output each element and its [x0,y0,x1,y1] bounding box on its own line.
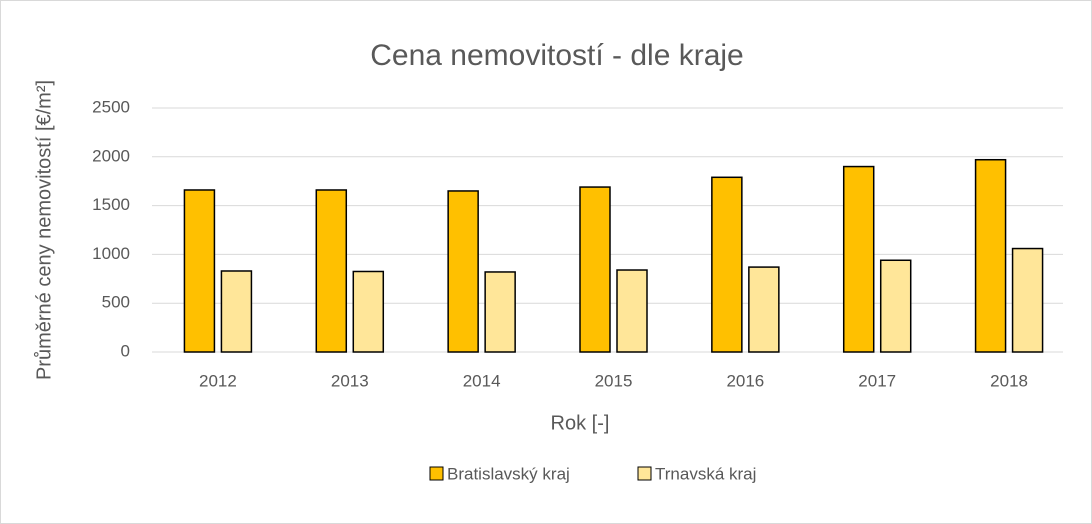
x-tick-label: 2014 [463,371,501,390]
x-tick-label: 2016 [726,371,764,390]
bar [484,271,516,353]
bar [352,270,385,353]
y-tick-label: 1500 [92,195,130,214]
y-tick-label: 2500 [92,97,130,116]
x-tick-label: 2013 [331,371,369,390]
x-tick-label: 2015 [595,371,633,390]
bar [616,269,648,353]
bar [974,158,1007,353]
legend-swatch [429,466,444,481]
legend-label: Bratislavský kraj [447,464,570,483]
x-axis-label: Rok [-] [551,412,610,434]
bar [879,259,912,353]
bar [711,176,743,353]
y-tick-label: 2000 [92,146,130,165]
bar [447,190,479,353]
bar [315,189,348,353]
x-tick-label: 2017 [858,371,896,390]
bar [1011,247,1044,353]
legend-swatch [637,466,652,481]
bar [220,270,253,353]
bar [579,186,611,353]
bar [183,189,216,353]
y-tick-label: 500 [102,293,130,312]
chart-title: Cena nemovitostí - dle kraje [370,39,744,72]
y-tick-label: 0 [121,341,130,360]
x-tick-label: 2018 [990,371,1028,390]
bar [748,266,780,353]
x-tick-label: 2012 [199,371,237,390]
y-tick-label: 1000 [92,244,130,263]
y-axis-label: Průměrné ceny nemovitostí [€/m²] [33,80,55,380]
bar [842,165,875,353]
legend-label: Trnavská kraj [655,464,756,483]
